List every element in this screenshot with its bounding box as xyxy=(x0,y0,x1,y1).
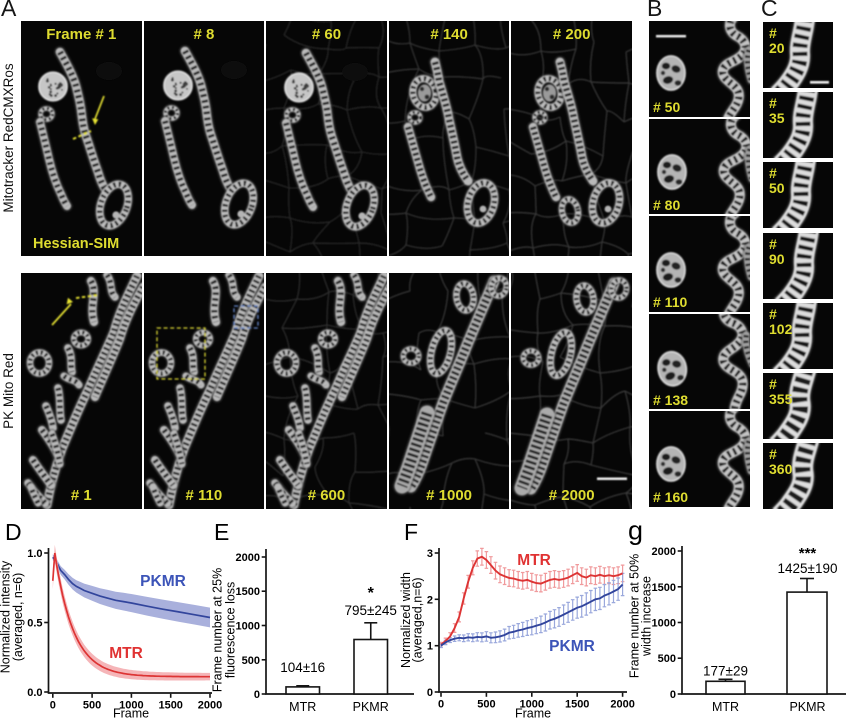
svg-text:500: 500 xyxy=(83,700,101,712)
svg-text:104±16: 104±16 xyxy=(280,660,325,675)
svg-text:3: 3 xyxy=(427,548,433,560)
svg-text:1000: 1000 xyxy=(520,699,544,711)
svg-text:2000: 2000 xyxy=(610,699,634,711)
svg-text:0: 0 xyxy=(427,687,433,699)
svg-text:*: * xyxy=(368,585,375,602)
svg-text:MTR: MTR xyxy=(517,552,551,569)
svg-text:0: 0 xyxy=(438,699,444,711)
svg-text:width increase: width increase xyxy=(640,576,654,657)
svg-text:500: 500 xyxy=(658,653,676,665)
svg-text:177±29: 177±29 xyxy=(703,664,748,679)
svg-text:1.0: 1.0 xyxy=(27,548,42,560)
svg-text:Frame: Frame xyxy=(515,707,551,721)
svg-text:Frame: Frame xyxy=(113,707,149,721)
svg-text:1000: 1000 xyxy=(236,621,260,633)
svg-text:2000: 2000 xyxy=(236,552,260,564)
svg-text:0.0: 0.0 xyxy=(27,687,42,699)
svg-text:1: 1 xyxy=(427,641,433,653)
svg-text:1000: 1000 xyxy=(119,700,143,712)
svg-text:0: 0 xyxy=(670,689,676,701)
svg-text:MTR: MTR xyxy=(712,700,739,714)
svg-text:MTR: MTR xyxy=(289,700,316,714)
svg-text:Normalized intensity: Normalized intensity xyxy=(0,560,13,673)
svg-text:PKMR: PKMR xyxy=(353,700,389,714)
svg-text:0: 0 xyxy=(254,689,260,701)
svg-text:1500: 1500 xyxy=(236,586,260,598)
svg-text:PKMR: PKMR xyxy=(140,573,186,590)
svg-text:2000: 2000 xyxy=(652,546,676,558)
svg-text:(averaged, n=6): (averaged, n=6) xyxy=(11,573,25,662)
svg-text:Frame number at 25%: Frame number at 25% xyxy=(211,568,225,692)
svg-text:2: 2 xyxy=(427,594,433,606)
svg-text:500: 500 xyxy=(242,655,260,667)
svg-text:1425±190: 1425±190 xyxy=(778,561,838,576)
svg-text:F: F xyxy=(404,519,418,545)
svg-text:***: *** xyxy=(799,545,817,562)
svg-text:g: g xyxy=(628,516,643,546)
svg-text:795±245: 795±245 xyxy=(344,603,396,618)
svg-text:PKMR: PKMR xyxy=(549,638,595,655)
svg-text:1500: 1500 xyxy=(565,699,589,711)
svg-text:1500: 1500 xyxy=(652,582,676,594)
svg-text:0.5: 0.5 xyxy=(27,618,42,630)
svg-text:1000: 1000 xyxy=(652,618,676,630)
svg-text:MTR: MTR xyxy=(109,645,143,662)
svg-text:D: D xyxy=(5,519,22,545)
svg-text:Normalized width: Normalized width xyxy=(399,572,413,668)
svg-text:1500: 1500 xyxy=(158,700,182,712)
svg-text:(averaged,n=6): (averaged,n=6) xyxy=(411,577,425,662)
svg-text:PKMR: PKMR xyxy=(789,700,825,714)
svg-text:Frame number at 50%: Frame number at 50% xyxy=(628,554,642,678)
svg-text:fluorescence loss: fluorescence loss xyxy=(224,582,238,679)
svg-text:2000: 2000 xyxy=(198,700,222,712)
svg-text:E: E xyxy=(214,519,229,545)
svg-text:500: 500 xyxy=(477,699,495,711)
svg-text:0: 0 xyxy=(50,700,56,712)
